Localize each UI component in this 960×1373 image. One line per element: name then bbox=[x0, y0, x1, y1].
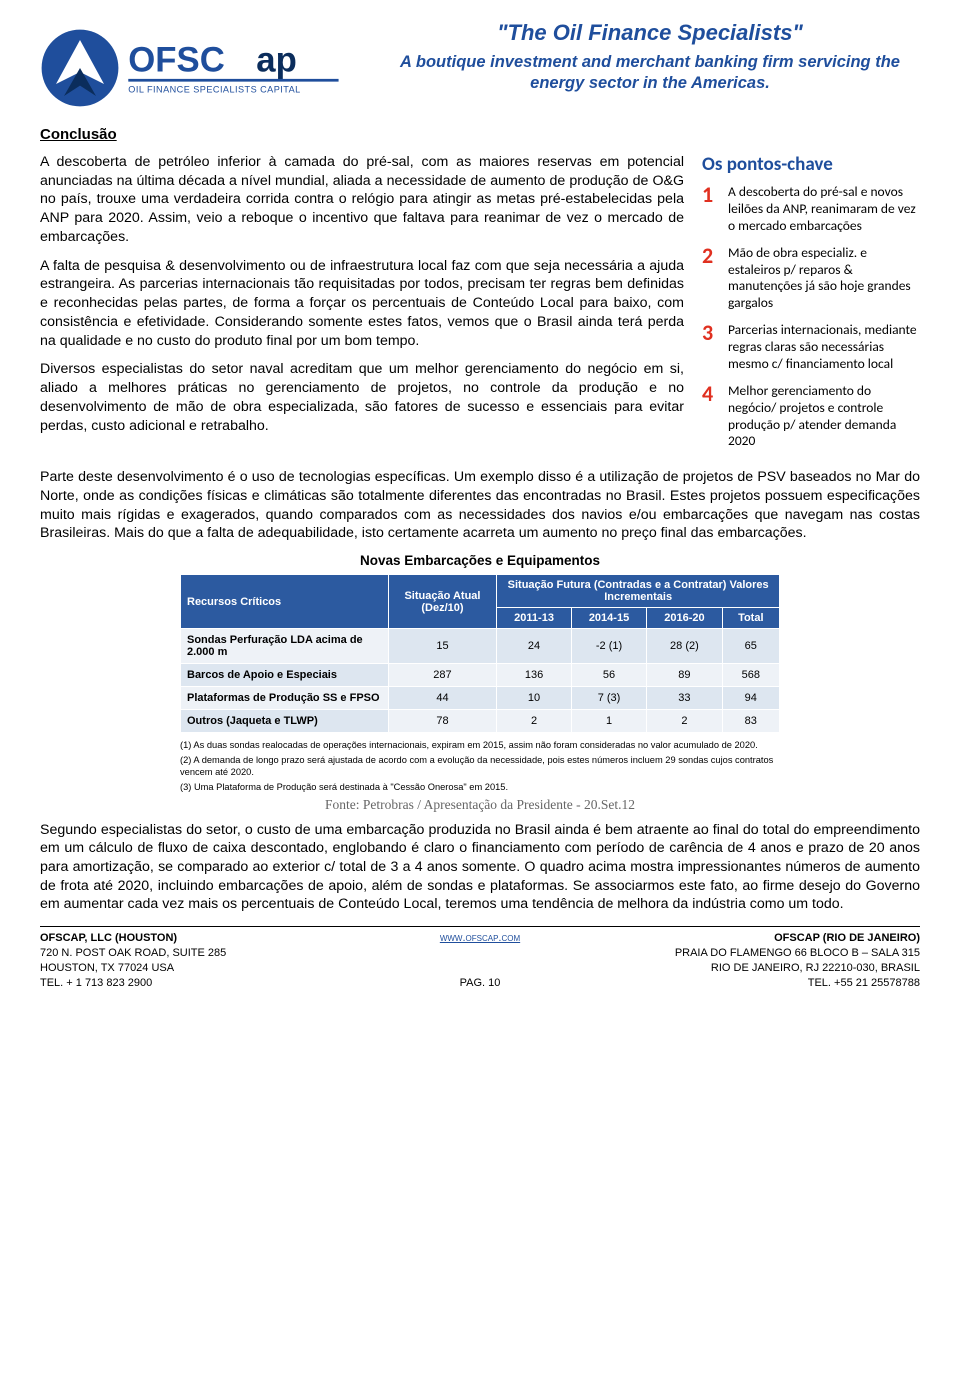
table-row: Plataformas de Produção SS e FPSO44107 (… bbox=[181, 687, 780, 710]
table-row: Barcos de Apoio e Especiais2871365689568 bbox=[181, 664, 780, 687]
table-note: (2) A demanda de longo prazo será ajusta… bbox=[180, 754, 780, 778]
logo-word: OFSC bbox=[128, 41, 224, 79]
data-table: Recursos Críticos Situação Atual (Dez/10… bbox=[180, 574, 780, 733]
logo-icon bbox=[40, 28, 120, 108]
footer-left: OFSCAP, LLC (HOUSTON) 720 N. POST OAK RO… bbox=[40, 931, 330, 990]
header-subtitle: A boutique investment and merchant banki… bbox=[380, 52, 920, 95]
table-notes: (1) As duas sondas realocadas de operaçõ… bbox=[180, 739, 780, 793]
cell: 24 bbox=[497, 629, 571, 664]
header-title: "The Oil Finance Specialists" bbox=[380, 20, 920, 46]
paragraph: Segundo especialistas do setor, o custo … bbox=[40, 821, 920, 915]
table-title: Novas Embarcações e Equipamentos bbox=[40, 553, 920, 568]
cell: 15 bbox=[388, 629, 497, 664]
keypoints-title: Os pontos-chave bbox=[702, 153, 920, 176]
table-note: (3) Uma Plataforma de Produção será dest… bbox=[180, 781, 780, 793]
row-label: Sondas Perfuração LDA acima de 2.000 m bbox=[181, 629, 389, 664]
cell: 1 bbox=[571, 710, 646, 733]
col-header: Recursos Críticos bbox=[181, 575, 389, 629]
cell: 83 bbox=[722, 710, 779, 733]
cell: 28 (2) bbox=[647, 629, 722, 664]
col-subheader: 2016-20 bbox=[647, 608, 722, 629]
cell: 2 bbox=[647, 710, 722, 733]
logo-block: OFSC ap OIL FINANCE SPECIALISTS CAPITAL bbox=[40, 18, 360, 108]
paragraph: A falta de pesquisa & desenvolvimento ou… bbox=[40, 257, 684, 351]
cell: 136 bbox=[497, 664, 571, 687]
keypoint-item: 1A descoberta do pré-sal e novos leilões… bbox=[702, 184, 920, 235]
cell: 287 bbox=[388, 664, 497, 687]
footer-link[interactable]: www.ofscap.com bbox=[440, 932, 520, 944]
keypoint-text: Melhor gerenciamento do negócio/ projeto… bbox=[728, 383, 920, 451]
cell: 78 bbox=[388, 710, 497, 733]
row-label: Barcos de Apoio e Especiais bbox=[181, 664, 389, 687]
cell: -2 (1) bbox=[571, 629, 646, 664]
row-label: Outros (Jaqueta e TLWP) bbox=[181, 710, 389, 733]
cell: 89 bbox=[647, 664, 722, 687]
main-text-column: A descoberta de petróleo inferior à cama… bbox=[40, 153, 684, 460]
paragraph: Diversos especialistas do setor naval ac… bbox=[40, 360, 684, 435]
paragraph: A descoberta de petróleo inferior à cama… bbox=[40, 153, 684, 247]
table-source: Fonte: Petrobras / Apresentação da Presi… bbox=[40, 797, 920, 813]
continued-text-2: Segundo especialistas do setor, o custo … bbox=[40, 821, 920, 915]
cell: 2 bbox=[497, 710, 571, 733]
footer-center: www.ofscap.com PAG. 10 bbox=[335, 931, 625, 990]
svg-text:OIL FINANCE SPECIALISTS CAPITA: OIL FINANCE SPECIALISTS CAPITAL bbox=[128, 84, 300, 94]
keypoint-number: 4 bbox=[702, 383, 720, 451]
keypoint-text: Mão de obra especializ. e estaleiros p/ … bbox=[728, 245, 920, 313]
table-row: Sondas Perfuração LDA acima de 2.000 m15… bbox=[181, 629, 780, 664]
row-label: Plataformas de Produção SS e FPSO bbox=[181, 687, 389, 710]
paragraph: Parte deste desenvolvimento é o uso de t… bbox=[40, 468, 920, 543]
svg-text:ap: ap bbox=[256, 41, 297, 79]
keypoint-number: 1 bbox=[702, 184, 720, 235]
col-header-group: Situação Futura (Contradas e a Contratar… bbox=[497, 575, 780, 608]
cell: 568 bbox=[722, 664, 779, 687]
data-table-wrap: Recursos Críticos Situação Atual (Dez/10… bbox=[180, 574, 780, 733]
keypoint-number: 2 bbox=[702, 245, 720, 313]
keypoint-item: 3Parcerias internacionais, mediante regr… bbox=[702, 322, 920, 373]
cell: 94 bbox=[722, 687, 779, 710]
col-header: Situação Atual (Dez/10) bbox=[388, 575, 497, 629]
cell: 7 (3) bbox=[571, 687, 646, 710]
col-subheader: Total bbox=[722, 608, 779, 629]
table-row: Outros (Jaqueta e TLWP)7821283 bbox=[181, 710, 780, 733]
table-note: (1) As duas sondas realocadas de operaçõ… bbox=[180, 739, 780, 751]
cell: 44 bbox=[388, 687, 497, 710]
keypoints-sidebar: Os pontos-chave 1A descoberta do pré-sal… bbox=[702, 153, 920, 460]
section-heading: Conclusão bbox=[40, 126, 920, 143]
page-header: OFSC ap OIL FINANCE SPECIALISTS CAPITAL … bbox=[40, 18, 920, 108]
footer-right: OFSCAP (RIO DE JANEIRO) PRAIA DO FLAMENG… bbox=[630, 931, 920, 990]
keypoint-number: 3 bbox=[702, 322, 720, 373]
keypoint-text: A descoberta do pré-sal e novos leilões … bbox=[728, 184, 920, 235]
cell: 10 bbox=[497, 687, 571, 710]
continued-text: Parte deste desenvolvimento é o uso de t… bbox=[40, 468, 920, 543]
keypoint-text: Parcerias internacionais, mediante regra… bbox=[728, 322, 920, 373]
keypoint-item: 2Mão de obra especializ. e estaleiros p/… bbox=[702, 245, 920, 313]
keypoint-item: 4Melhor gerenciamento do negócio/ projet… bbox=[702, 383, 920, 451]
header-titles: "The Oil Finance Specialists" A boutique… bbox=[380, 18, 920, 95]
col-subheader: 2011-13 bbox=[497, 608, 571, 629]
logo-text: OFSC ap OIL FINANCE SPECIALISTS CAPITAL bbox=[128, 35, 360, 102]
page-footer: OFSCAP, LLC (HOUSTON) 720 N. POST OAK RO… bbox=[40, 926, 920, 990]
cell: 65 bbox=[722, 629, 779, 664]
cell: 33 bbox=[647, 687, 722, 710]
col-subheader: 2014-15 bbox=[571, 608, 646, 629]
cell: 56 bbox=[571, 664, 646, 687]
